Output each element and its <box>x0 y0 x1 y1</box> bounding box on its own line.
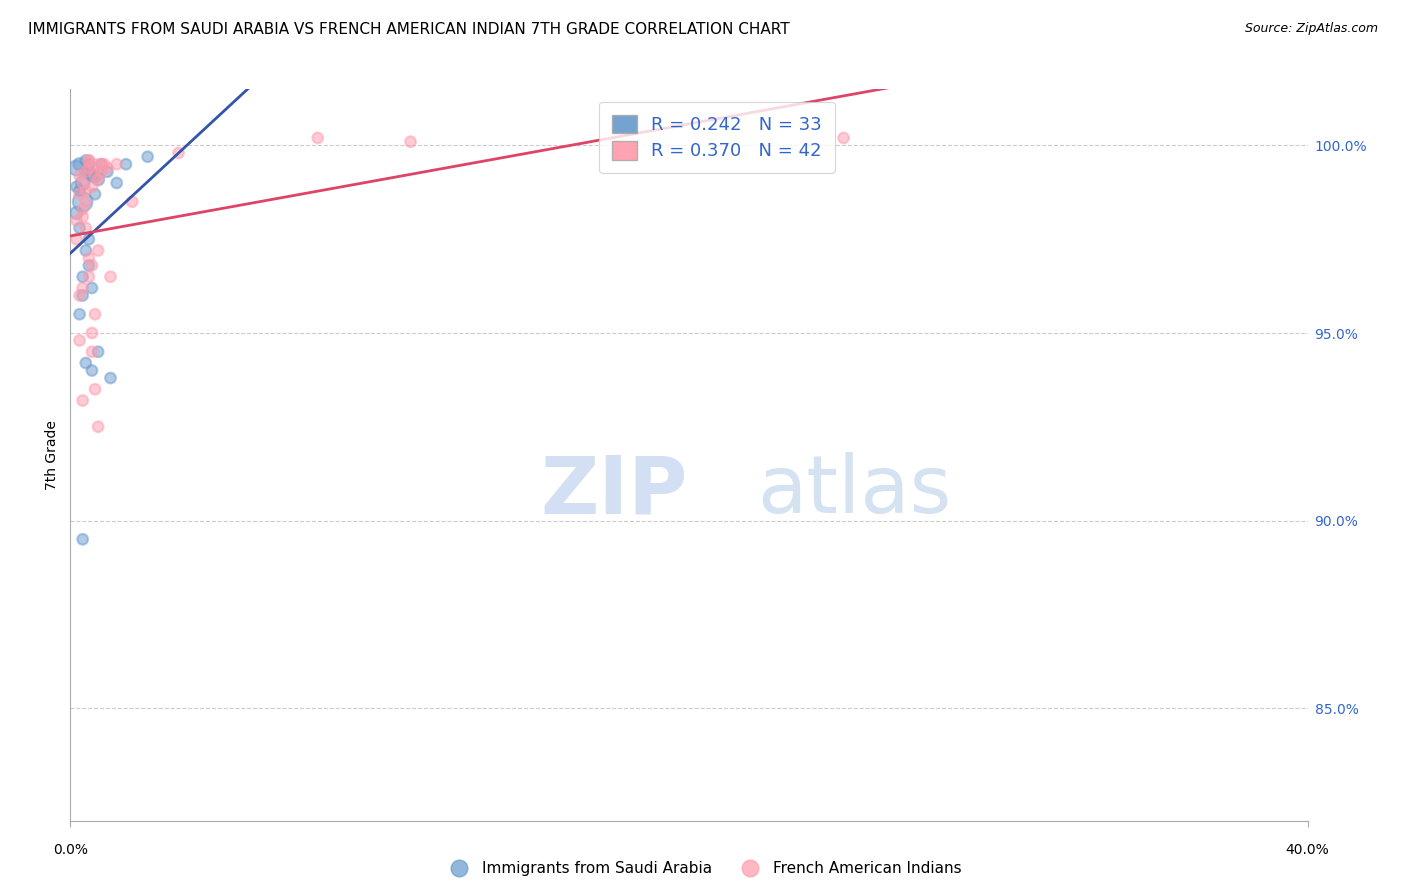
Text: 0.0%: 0.0% <box>53 843 87 857</box>
Point <box>87 344 110 359</box>
Point <box>105 176 128 190</box>
Point <box>65 213 87 227</box>
Point <box>75 165 97 179</box>
Point <box>65 232 87 246</box>
Point <box>84 169 107 183</box>
Point <box>69 288 91 302</box>
Point <box>90 157 112 171</box>
Point <box>77 153 100 168</box>
Point <box>80 326 103 340</box>
Point <box>80 281 103 295</box>
Point <box>77 161 100 175</box>
Point <box>69 184 91 198</box>
Point <box>90 165 112 179</box>
Point <box>96 165 118 179</box>
Point <box>100 371 122 385</box>
Point <box>77 232 100 246</box>
Point <box>75 356 97 370</box>
Point <box>96 161 118 175</box>
Point <box>93 157 115 171</box>
Point <box>167 145 190 160</box>
Point <box>69 157 91 171</box>
Point <box>115 157 138 171</box>
Point <box>72 269 94 284</box>
Point <box>87 244 110 258</box>
Point <box>75 184 97 198</box>
Point <box>65 179 87 194</box>
Point <box>69 307 91 321</box>
Point <box>136 150 159 164</box>
Point <box>72 176 94 190</box>
Point <box>69 221 91 235</box>
Point <box>121 194 143 209</box>
Point <box>72 393 94 408</box>
Point <box>77 269 100 284</box>
Point <box>65 161 87 175</box>
Point <box>65 206 87 220</box>
Point <box>307 131 329 145</box>
Point <box>69 334 91 348</box>
Point <box>72 533 94 547</box>
Point <box>75 194 97 209</box>
Text: 40.0%: 40.0% <box>1285 843 1330 857</box>
Point <box>100 269 122 284</box>
Point <box>90 157 112 171</box>
Point <box>69 187 91 202</box>
Point <box>84 307 107 321</box>
Point <box>72 202 94 217</box>
Point <box>77 165 100 179</box>
Point <box>80 363 103 377</box>
Point <box>72 281 94 295</box>
Point <box>84 382 107 396</box>
Point <box>77 259 100 273</box>
Point <box>72 194 94 209</box>
Legend: Immigrants from Saudi Arabia, French American Indians: Immigrants from Saudi Arabia, French Ame… <box>437 855 969 882</box>
Point <box>87 172 110 186</box>
Point <box>77 153 100 168</box>
Point <box>84 187 107 202</box>
Text: ZIP: ZIP <box>540 452 688 531</box>
Point <box>75 221 97 235</box>
Point <box>72 210 94 224</box>
Point <box>105 157 128 171</box>
Point <box>77 251 100 265</box>
Y-axis label: 7th Grade: 7th Grade <box>45 420 59 490</box>
Point <box>69 169 91 183</box>
Point <box>77 157 100 171</box>
Point <box>75 165 97 179</box>
Text: IMMIGRANTS FROM SAUDI ARABIA VS FRENCH AMERICAN INDIAN 7TH GRADE CORRELATION CHA: IMMIGRANTS FROM SAUDI ARABIA VS FRENCH A… <box>28 22 790 37</box>
Point <box>84 169 107 183</box>
Point <box>80 169 103 183</box>
Text: Source: ZipAtlas.com: Source: ZipAtlas.com <box>1244 22 1378 36</box>
Point <box>80 344 103 359</box>
Point <box>72 176 94 190</box>
Point <box>72 288 94 302</box>
Point <box>87 172 110 186</box>
Point <box>75 153 97 168</box>
Text: atlas: atlas <box>756 452 952 531</box>
Point <box>80 179 103 194</box>
Legend: R = 0.242   N = 33, R = 0.370   N = 42: R = 0.242 N = 33, R = 0.370 N = 42 <box>599 102 835 173</box>
Point <box>87 419 110 434</box>
Point <box>399 135 422 149</box>
Point <box>84 157 107 171</box>
Point <box>832 131 855 145</box>
Point <box>75 244 97 258</box>
Point <box>80 259 103 273</box>
